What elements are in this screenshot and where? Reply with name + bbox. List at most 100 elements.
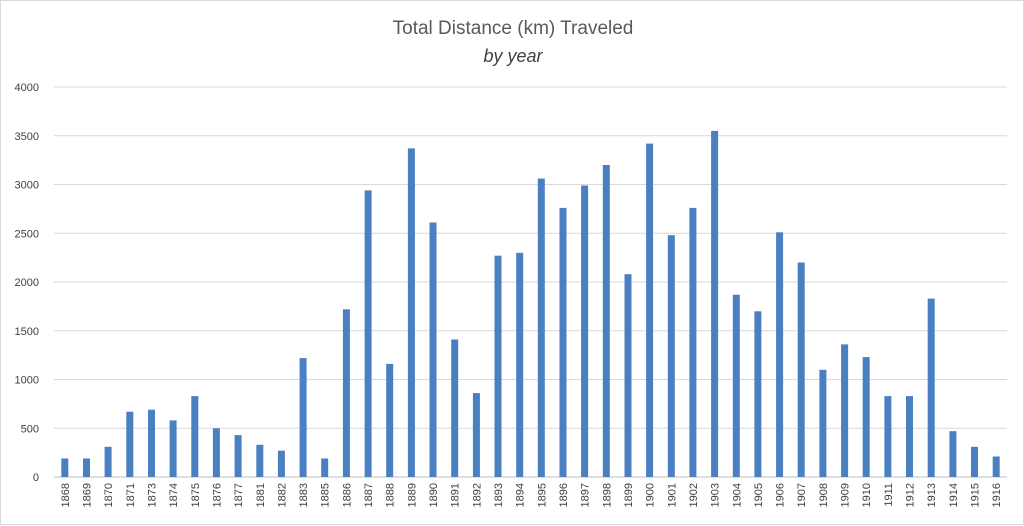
x-tick-label: 1891 bbox=[450, 483, 462, 507]
bar-1899 bbox=[624, 274, 632, 477]
bar-1891 bbox=[451, 339, 459, 477]
x-tick-label: 1890 bbox=[428, 483, 440, 507]
x-tick-label: 1907 bbox=[796, 483, 808, 507]
bar-1900 bbox=[646, 143, 654, 477]
bar-1910 bbox=[862, 357, 870, 477]
x-tick-label: 1882 bbox=[276, 483, 288, 507]
bar-1892 bbox=[472, 393, 480, 477]
y-axis-tick-labels: 0 500 1000 1500 2000 2500 3000 3500 4000 bbox=[15, 82, 39, 484]
bar-1873 bbox=[148, 409, 155, 477]
x-tick-label: 1875 bbox=[190, 483, 202, 507]
x-tick-label: 1901 bbox=[666, 483, 678, 507]
x-tick-label: 1870 bbox=[103, 483, 115, 507]
x-tick-label: 1903 bbox=[710, 483, 722, 507]
x-tick-label: 1877 bbox=[233, 483, 245, 507]
x-tick-label: 1896 bbox=[558, 483, 570, 507]
bar-1913 bbox=[927, 298, 935, 477]
bar-1908 bbox=[819, 369, 827, 478]
bar-1875 bbox=[191, 396, 199, 477]
x-tick-label: 1895 bbox=[536, 483, 548, 507]
x-tick-label: 1911 bbox=[883, 483, 895, 507]
bar-1905 bbox=[754, 311, 762, 478]
x-tick-label: 1906 bbox=[775, 483, 787, 507]
bar-1901 bbox=[667, 235, 675, 477]
bar-1868 bbox=[61, 458, 69, 477]
bar-1869 bbox=[83, 458, 90, 477]
bar-1903 bbox=[711, 130, 719, 477]
bar-1914 bbox=[949, 431, 957, 477]
y-tick-label: 3000 bbox=[15, 180, 39, 192]
bar-1883 bbox=[299, 358, 307, 477]
x-tick-label: 1914 bbox=[948, 483, 960, 507]
bar-1887 bbox=[364, 190, 372, 477]
x-tick-label: 1881 bbox=[255, 483, 267, 507]
x-tick-label: 1894 bbox=[515, 483, 527, 507]
bar-1911 bbox=[884, 396, 892, 477]
x-tick-label: 1912 bbox=[905, 483, 917, 507]
bar-1876 bbox=[212, 428, 220, 478]
x-tick-label: 1893 bbox=[493, 483, 505, 507]
x-tick-label: 1889 bbox=[406, 483, 418, 507]
x-tick-label: 1883 bbox=[298, 483, 310, 507]
bar-1886 bbox=[342, 309, 350, 477]
x-axis-tick-labels: 1868 1869 1870 1871 1873 1874 1875 1876 1877 1881… bbox=[60, 483, 1003, 507]
bar-1898 bbox=[602, 165, 610, 477]
y-tick-label: 2500 bbox=[15, 228, 39, 240]
y-tick-label: 2000 bbox=[15, 277, 39, 289]
bar-1881 bbox=[256, 444, 264, 477]
y-tick-label: 500 bbox=[21, 423, 39, 435]
x-tick-label: 1905 bbox=[753, 483, 765, 507]
x-tick-label: 1885 bbox=[320, 483, 332, 507]
x-tick-label: 1902 bbox=[688, 483, 700, 507]
x-tick-label: 1873 bbox=[146, 483, 158, 507]
bar-1912 bbox=[906, 396, 913, 477]
x-tick-label: 1874 bbox=[168, 483, 180, 507]
bar-1909 bbox=[841, 344, 849, 477]
x-tick-label: 1868 bbox=[60, 483, 72, 507]
x-tick-label: 1908 bbox=[818, 483, 830, 507]
x-tick-label: 1897 bbox=[580, 483, 592, 507]
x-tick-label: 1886 bbox=[341, 483, 353, 507]
bar-1893 bbox=[494, 255, 502, 477]
x-tick-label: 1913 bbox=[926, 483, 938, 507]
x-tick-label: 1916 bbox=[991, 483, 1003, 507]
gridlines bbox=[54, 86, 1007, 478]
x-tick-label: 1871 bbox=[125, 483, 137, 507]
x-tick-label: 1899 bbox=[623, 483, 635, 507]
bar-1889 bbox=[407, 148, 415, 477]
x-tick-label: 1888 bbox=[385, 483, 397, 507]
bar-1882 bbox=[277, 450, 285, 477]
chart-title: Total Distance (km) Traveled bbox=[393, 18, 634, 39]
x-tick-label: 1898 bbox=[601, 483, 613, 507]
x-tick-label: 1910 bbox=[861, 483, 873, 507]
x-tick-label: 1869 bbox=[81, 483, 93, 507]
bar-1890 bbox=[429, 222, 437, 477]
y-tick-label: 0 bbox=[33, 472, 39, 484]
x-tick-label: 1904 bbox=[731, 483, 743, 507]
bar-1897 bbox=[581, 185, 589, 477]
bar-1907 bbox=[797, 262, 805, 477]
bar-1896 bbox=[559, 207, 567, 477]
bar-1870 bbox=[104, 446, 112, 477]
bar-1902 bbox=[689, 207, 697, 477]
bar-1877 bbox=[234, 435, 242, 477]
bar-1888 bbox=[386, 363, 394, 477]
bar-1894 bbox=[516, 252, 524, 477]
x-tick-label: 1915 bbox=[970, 483, 982, 507]
bar-1906 bbox=[776, 232, 784, 477]
bar-1915 bbox=[971, 446, 978, 477]
bar-1916 bbox=[992, 456, 1000, 477]
y-tick-label: 4000 bbox=[15, 82, 39, 94]
x-tick-label: 1892 bbox=[471, 483, 483, 507]
x-tick-label: 1900 bbox=[645, 483, 657, 507]
x-tick-label: 1876 bbox=[211, 483, 223, 507]
x-tick-label: 1887 bbox=[363, 483, 375, 507]
bar-1885 bbox=[321, 458, 329, 477]
bar-1871 bbox=[126, 411, 134, 477]
x-tick-label: 1909 bbox=[840, 483, 852, 507]
bar-1895 bbox=[537, 178, 545, 477]
y-tick-label: 3500 bbox=[15, 131, 39, 143]
chart-subtitle: by year bbox=[483, 46, 543, 66]
